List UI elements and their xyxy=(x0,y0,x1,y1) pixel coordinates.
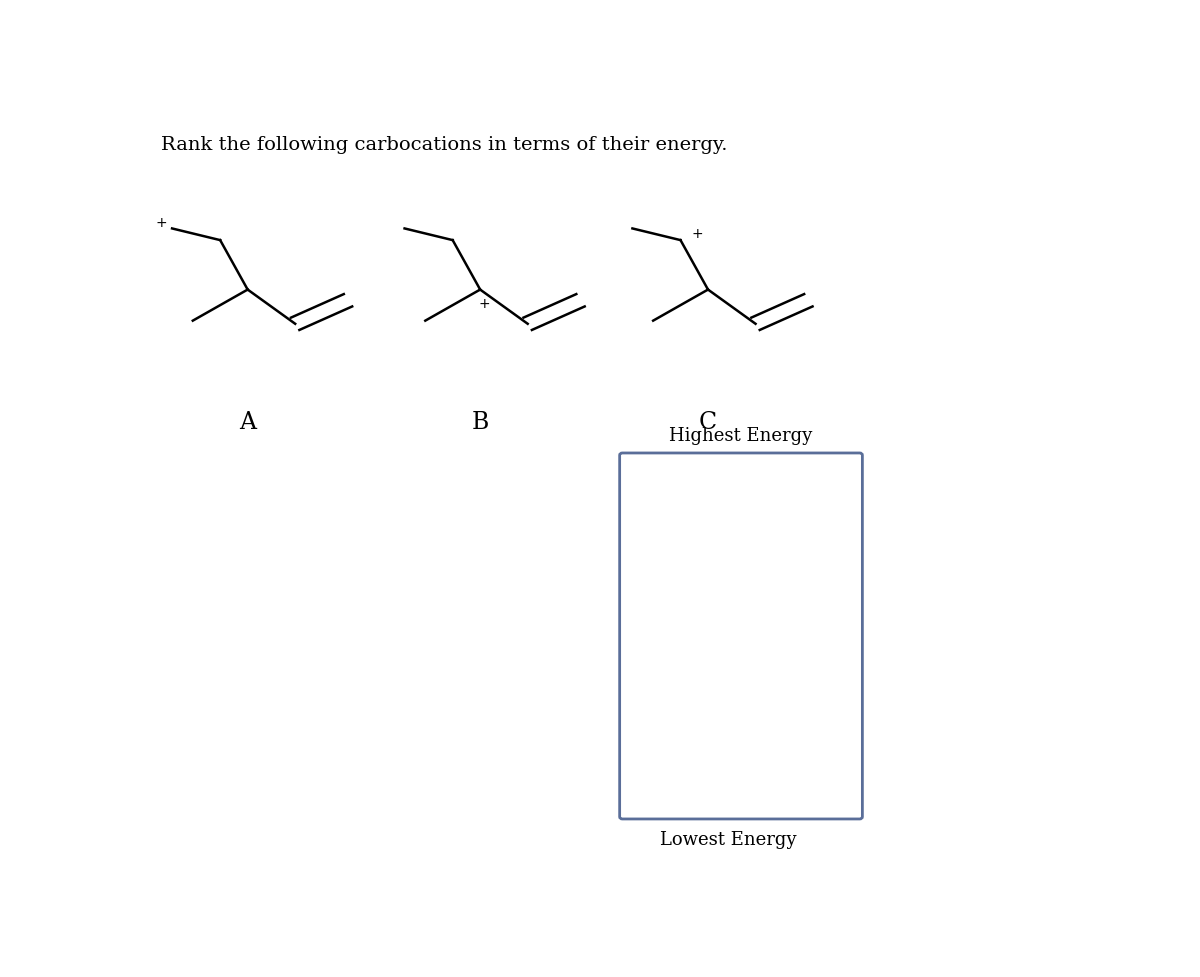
Text: B: B xyxy=(472,410,488,434)
Text: A: A xyxy=(239,410,256,434)
Text: +: + xyxy=(155,216,167,231)
Text: Lowest Energy: Lowest Energy xyxy=(660,830,797,848)
FancyBboxPatch shape xyxy=(619,453,863,819)
Text: C: C xyxy=(698,410,718,434)
Text: Highest Energy: Highest Energy xyxy=(668,427,812,445)
Text: +: + xyxy=(479,297,491,311)
Text: +: + xyxy=(691,227,703,240)
Text: Rank the following carbocations in terms of their energy.: Rank the following carbocations in terms… xyxy=(161,136,727,154)
